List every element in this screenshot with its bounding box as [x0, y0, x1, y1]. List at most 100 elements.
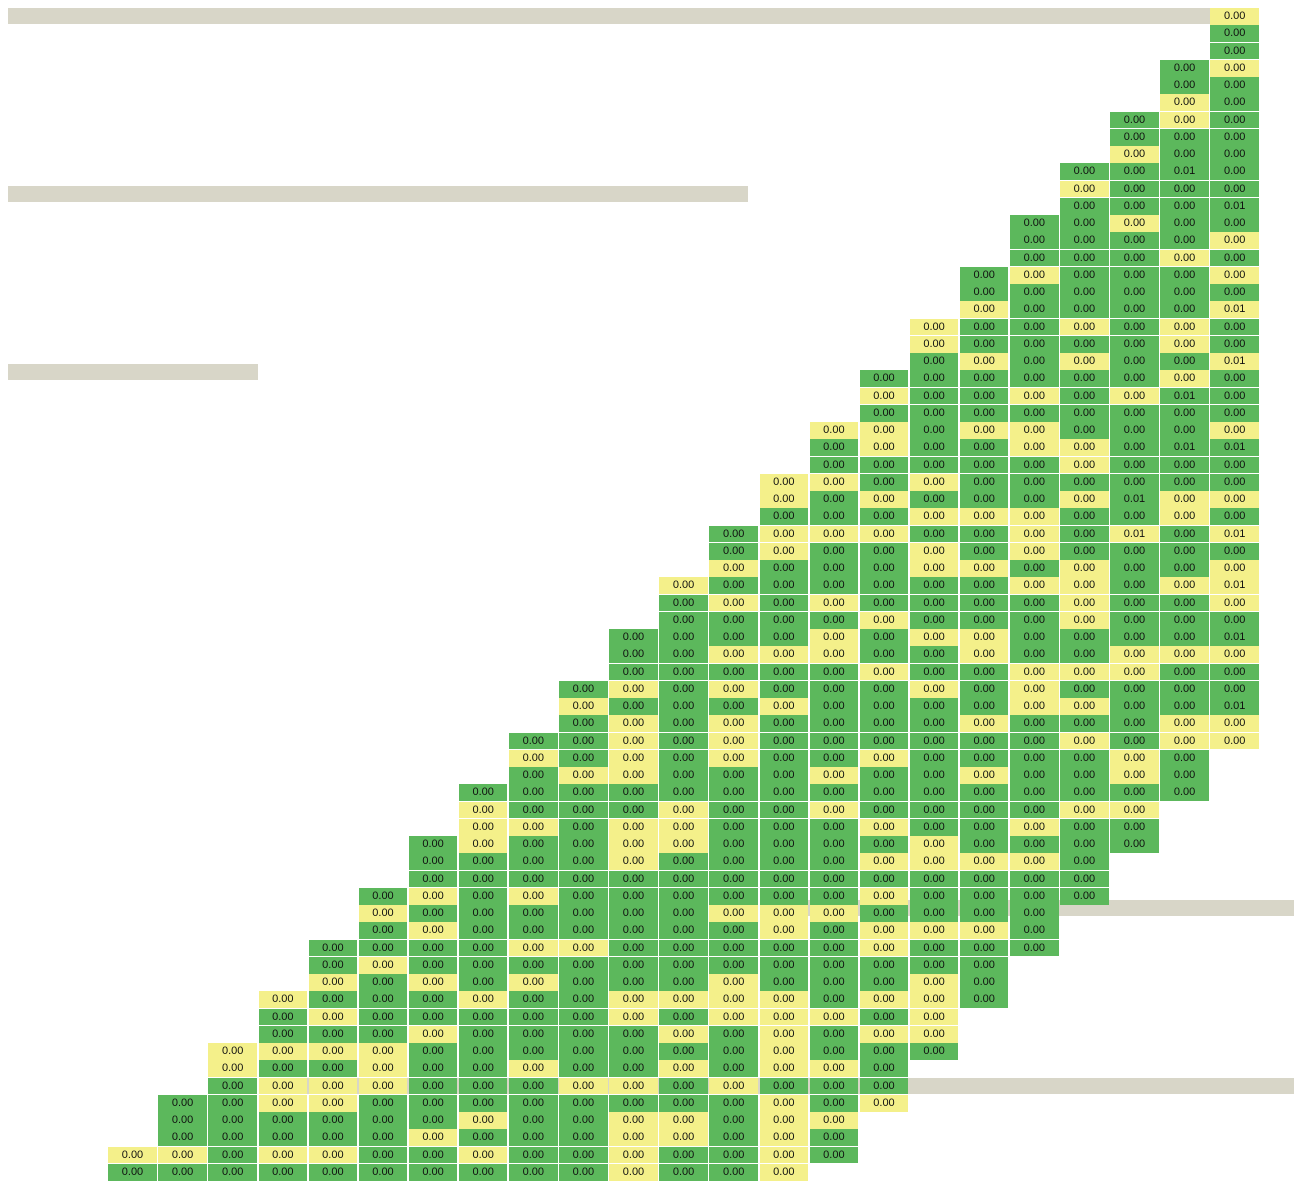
heatmap-cell: 0.00	[358, 1025, 408, 1043]
heatmap-cell: 0.00	[659, 646, 708, 663]
heatmap-cell: 0.00	[909, 353, 959, 370]
heatmap-cell: 0.00	[859, 922, 909, 939]
heatmap-cell: 0.00	[859, 939, 909, 957]
heatmap-cell: 0.00	[709, 974, 758, 991]
heatmap-cell: 0.00	[809, 749, 859, 767]
heatmap-cell: 0.00	[759, 715, 809, 732]
heatmap-cell: 0.00	[108, 1163, 157, 1181]
heatmap-cell: 0.00	[709, 525, 758, 543]
heatmap-cell: 0.00	[358, 887, 408, 905]
heatmap-cell: 0.00	[809, 767, 859, 784]
heatmap-cell: 0.00	[559, 905, 608, 922]
heatmap-cell: 0.00	[458, 1129, 508, 1146]
heatmap-cell: 0.00	[659, 611, 708, 629]
heatmap-cell: 0.00	[1010, 473, 1059, 491]
heatmap-cell: 0.00	[1160, 611, 1209, 629]
heatmap-cell: 0.00	[1210, 404, 1259, 422]
heatmap-cell: 0.00	[1110, 404, 1159, 422]
heatmap-cell: 0.00	[609, 1112, 658, 1129]
heatmap-cell: 0.00	[1210, 249, 1259, 267]
heatmap-cell: 0.00	[208, 1146, 257, 1164]
heatmap-cell: 0.00	[308, 1043, 358, 1060]
heatmap-cell: 0.00	[859, 801, 909, 819]
heatmap-cell: 0.00	[308, 1163, 358, 1181]
heatmap-cell: 0.00	[609, 784, 658, 801]
heatmap-cell: 0.00	[1060, 301, 1109, 318]
heatmap-cell: 0.00	[759, 611, 809, 629]
heatmap-cell: 0.00	[1160, 542, 1209, 560]
heatmap-cell: 0.00	[458, 974, 508, 991]
heatmap-cell: 0.00	[509, 853, 558, 870]
heatmap-cell: 0.00	[959, 870, 1009, 888]
heatmap-cell: 0.00	[1110, 232, 1159, 249]
heatmap-cell: 0.00	[759, 663, 809, 681]
heatmap-cell: 0.00	[909, 749, 959, 767]
heatmap-cell: 0.00	[1060, 887, 1109, 905]
heatmap-cell: 0.00	[1060, 663, 1109, 681]
heatmap-cell: 0.00	[1010, 905, 1059, 922]
heatmap-cell: 0.00	[959, 508, 1009, 525]
heatmap-cell: 0.00	[258, 1146, 308, 1164]
heatmap-cell: 0.00	[1210, 335, 1259, 353]
heatmap-cell: 0.00	[408, 1094, 458, 1112]
heatmap-cell: 0.00	[559, 991, 608, 1008]
heatmap-cell: 0.00	[1110, 801, 1159, 819]
heatmap-cell: 0.00	[1210, 542, 1259, 560]
heatmap-cell: 0.00	[959, 439, 1009, 456]
heatmap-cell: 0.00	[1210, 266, 1259, 284]
heatmap-cell: 0.00	[909, 956, 959, 974]
heatmap-cell: 0.00	[759, 887, 809, 905]
heatmap-cell: 0.00	[308, 1025, 358, 1043]
heatmap-cell: 0.00	[959, 836, 1009, 853]
heatmap-cell: 0.00	[1060, 560, 1109, 577]
heatmap-cell: 0.00	[1010, 284, 1059, 301]
heatmap-cell: 0.00	[158, 1094, 207, 1112]
heatmap-cell: 0.01	[1160, 163, 1209, 180]
heatmap-cell: 0.00	[208, 1163, 257, 1181]
heatmap-cell: 0.00	[509, 1060, 558, 1077]
heatmap-cell: 0.00	[208, 1094, 257, 1112]
heatmap-cell: 0.00	[1010, 318, 1059, 336]
heatmap-cell: 0.00	[509, 1163, 558, 1181]
heatmap-cell: 0.00	[959, 818, 1009, 836]
heatmap-cell: 0.00	[759, 922, 809, 939]
heatmap-cell: 0.00	[1010, 784, 1059, 801]
heatmap-cell: 0.00	[458, 1094, 508, 1112]
heatmap-cell: 0.00	[559, 1163, 608, 1181]
heatmap-cell: 0.00	[1060, 577, 1109, 594]
heatmap-cell: 0.00	[959, 680, 1009, 698]
heatmap-cell: 0.00	[859, 818, 909, 836]
heatmap-cell: 0.00	[709, 1129, 758, 1146]
heatmap-cell: 0.00	[458, 939, 508, 957]
heatmap-cell: 0.00	[559, 939, 608, 957]
heatmap-cell: 0.01	[1160, 387, 1209, 405]
heatmap-cell: 0.00	[208, 1043, 257, 1060]
heatmap-cell: 0.00	[1210, 473, 1259, 491]
heatmap-cell: 0.00	[809, 818, 859, 836]
heatmap-cell: 0.00	[659, 577, 708, 594]
heatmap-cell: 0.00	[909, 680, 959, 698]
heatmap-cell: 0.00	[959, 663, 1009, 681]
heatmap-cell: 0.00	[458, 1077, 508, 1095]
heatmap-cell: 0.00	[458, 801, 508, 819]
heatmap-cell: 0.00	[959, 887, 1009, 905]
heatmap-cell: 0.00	[1110, 439, 1159, 456]
heatmap-cell: 0.00	[1210, 146, 1259, 163]
heatmap-cell: 0.00	[959, 801, 1009, 819]
heatmap-cell: 0.00	[358, 1129, 408, 1146]
heatmap-cell: 0.00	[609, 1129, 658, 1146]
heatmap-cell: 0.00	[408, 974, 458, 991]
heatmap-cell: 0.00	[559, 1129, 608, 1146]
heatmap-cell: 0.00	[609, 1008, 658, 1026]
heatmap-cell: 0.00	[1160, 629, 1209, 646]
heatmap-cell: 0.00	[1010, 629, 1059, 646]
heatmap-cell: 0.00	[909, 508, 959, 525]
heatmap-cell: 0.00	[358, 905, 408, 922]
heatmap-cell: 0.00	[1210, 42, 1259, 60]
heatmap-cell: 0.00	[659, 974, 708, 991]
heatmap-cell: 0.00	[258, 1129, 308, 1146]
heatmap-cell: 0.00	[859, 870, 909, 888]
heatmap-cell: 0.00	[659, 956, 708, 974]
heatmap-cell: 0.00	[859, 646, 909, 663]
heatmap-cell: 0.00	[458, 818, 508, 836]
